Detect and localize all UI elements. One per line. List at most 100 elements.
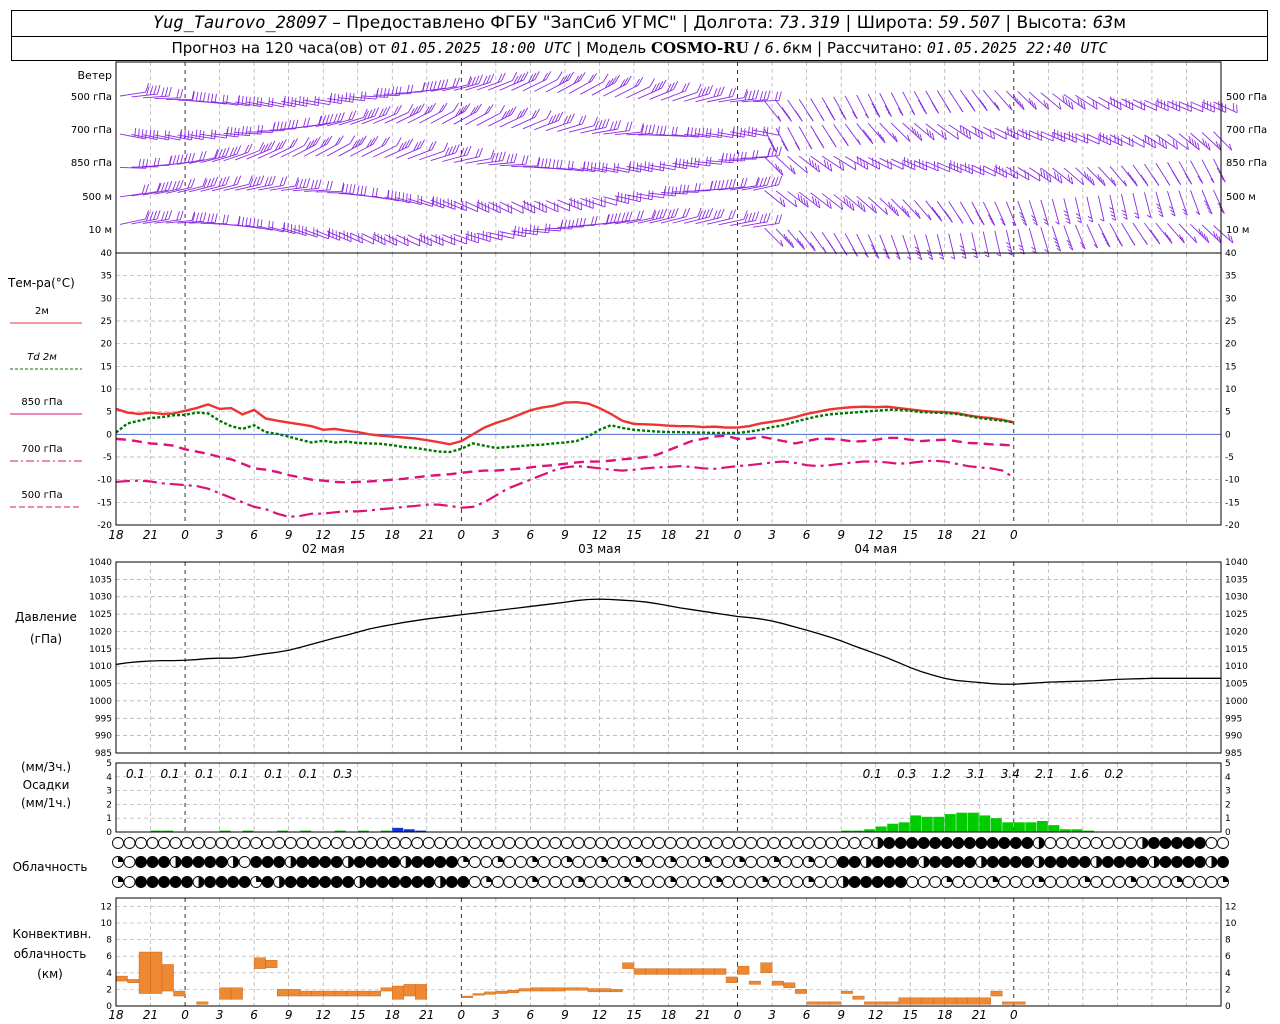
wind-barb-flag [1166, 180, 1171, 186]
wind-barb-flag [361, 135, 367, 144]
wind-barb-flag [268, 176, 273, 186]
press-tick-label: 1005 [89, 680, 112, 690]
wind-barb-flag [732, 178, 736, 188]
convective-cell [357, 990, 370, 997]
press-frame [115, 561, 1222, 754]
cloud-symbol [365, 876, 378, 888]
cloud-symbol [676, 837, 688, 849]
wind-barb-flag [1010, 167, 1012, 176]
cloud-symbol [227, 837, 240, 849]
cloud-symbol [940, 837, 953, 849]
wind-barb-flag [292, 138, 299, 147]
wind-barb-flag [663, 125, 667, 135]
precip-3h-label: 0.1 [195, 767, 214, 781]
wind-barb-flag [303, 137, 310, 146]
press-tick-label-right: 1025 [1225, 610, 1248, 620]
wind-barb-flag [302, 96, 305, 106]
cloud-symbol [123, 837, 136, 849]
wind-barb [672, 92, 698, 102]
wind-barb-flag [389, 234, 391, 243]
cloud-symbol-half [1096, 856, 1102, 868]
wind-barb-flag [249, 126, 252, 136]
wind-barb-flag [441, 102, 448, 112]
precip-bar [887, 823, 899, 832]
wind-barb [212, 101, 238, 106]
wind-barb-flag [478, 74, 483, 84]
wind-barb-flag [732, 87, 737, 97]
wind-barb-flag [225, 147, 230, 157]
convective-cell [886, 1001, 899, 1005]
precip-title: Осадки [23, 778, 70, 792]
wind-barb [338, 231, 363, 244]
cloud-symbol [330, 856, 343, 868]
wind-barb [614, 195, 641, 203]
wind-barb-flag [644, 124, 648, 135]
cloud-symbol [376, 856, 389, 868]
cloud-symbol [215, 856, 228, 868]
wind-barb [902, 91, 916, 115]
wind-barb-flag [191, 90, 195, 100]
cloud-symbol-quarter [566, 856, 573, 862]
wind-barb [821, 193, 843, 210]
cloud-symbol [307, 856, 320, 868]
wind-barb-flag [1120, 137, 1123, 146]
convective-cell [392, 985, 404, 1000]
wind-barb-flag [950, 256, 956, 260]
wind-barb-flag [605, 118, 610, 128]
precip-3h-label: 0.3 [897, 767, 916, 781]
wind-barb [361, 95, 388, 98]
cloud-symbol [1171, 856, 1183, 868]
convective-cell [725, 976, 738, 983]
cloud-symbol [169, 876, 182, 888]
temp-tick-label: 20 [101, 340, 113, 350]
wind-barb-flag [1013, 129, 1016, 138]
wind-barb-flag [917, 212, 921, 219]
wind-barb [188, 185, 215, 193]
wind-barb-flag [396, 137, 402, 146]
wind-barb-flag [341, 183, 345, 194]
wind-barb-flag [291, 119, 295, 130]
cloud-symbol [537, 856, 550, 868]
wind-barb [154, 97, 181, 100]
wind-barb-flag [372, 235, 375, 245]
wind-level-label: 500 гПа [71, 92, 112, 103]
cloud-symbol [215, 876, 228, 888]
time-tick-label: 18 [661, 528, 677, 542]
precip-3h-label: 1.6 [1070, 767, 1089, 781]
wind-barb-flag [214, 149, 220, 159]
wind-barb-flag [534, 71, 540, 80]
wind-barb-flag [1127, 171, 1132, 178]
wind-barb-flag [984, 254, 990, 258]
wind-barb-flag [306, 178, 311, 188]
temp-tick-label: 40 [101, 249, 113, 259]
wind-barb-flag [192, 212, 196, 223]
temp-tick-label-right: 35 [1225, 272, 1236, 282]
wind-barb [936, 234, 945, 260]
wind-barb-flag [874, 109, 879, 115]
wind-barb-flag [247, 143, 253, 153]
convective-cell [288, 989, 301, 997]
cloud-symbol [1217, 837, 1229, 849]
wind-barb-flag [1067, 243, 1072, 247]
wind-barb [119, 218, 146, 225]
wind-barb-flag [782, 199, 786, 207]
cloud-symbol-quarter [992, 876, 999, 882]
wind-barb-flag [253, 218, 256, 228]
temp-tick-label-right: 0 [1225, 430, 1231, 440]
wind-barb-flag [916, 131, 920, 139]
wind-barb-flag [1071, 101, 1074, 110]
wind-barb-flag [602, 73, 609, 83]
cloud-symbol [814, 837, 827, 849]
wind-barb-flag [669, 82, 675, 92]
wind-barb-flag [413, 142, 419, 152]
wind-barb-flag [938, 215, 943, 222]
wind-barb-flag [291, 97, 293, 107]
wind-barb [1190, 101, 1215, 113]
wind-barb-flag [1171, 212, 1176, 217]
wind-barb-flag [407, 104, 414, 113]
wind-barb-flag [622, 77, 629, 86]
wind-barb-flag [153, 210, 158, 220]
cloud-symbol [319, 837, 332, 849]
cloud-symbol [250, 856, 263, 868]
wind-barb-flag [570, 113, 575, 123]
